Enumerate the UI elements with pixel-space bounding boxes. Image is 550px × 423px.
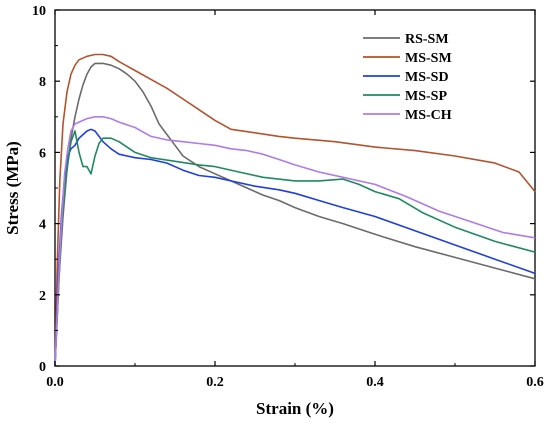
y-axis-title: Stress (MPa) <box>3 141 22 235</box>
series-line-rs-sm <box>55 63 535 366</box>
x-tick-label: 0.0 <box>46 375 64 390</box>
x-axis-title: Strain (%) <box>256 399 334 418</box>
y-tick-label: 8 <box>39 75 46 90</box>
series-line-ms-sm <box>55 55 535 367</box>
legend-label-ms-sp: MS-SP <box>405 89 447 104</box>
axes-layer: 0.0 0.2 0.4 0.6 0 2 4 6 8 10 <box>32 4 544 390</box>
plot-frame <box>55 10 535 366</box>
x-tick-label: 0.4 <box>366 375 384 390</box>
y-tick-label: 6 <box>39 146 46 161</box>
y-tick-label: 4 <box>39 218 46 233</box>
y-tick-label: 10 <box>32 4 46 19</box>
legend-label-rs-sm: RS-SM <box>405 32 449 47</box>
plot-area <box>55 10 535 366</box>
series-layer <box>55 55 535 367</box>
x-tick-label: 0.2 <box>206 375 224 390</box>
legend-label-ms-sm: MS-SM <box>405 51 452 66</box>
legend: RS-SM MS-SM MS-SD MS-SP MS-CH <box>363 32 452 123</box>
legend-label-ms-sd: MS-SD <box>405 70 449 85</box>
legend-label-ms-ch: MS-CH <box>405 108 452 123</box>
x-tick-label: 0.6 <box>526 375 544 390</box>
series-line-ms-ch <box>55 117 535 366</box>
y-tick-label: 2 <box>39 289 46 304</box>
y-tick-label: 0 <box>39 360 46 375</box>
